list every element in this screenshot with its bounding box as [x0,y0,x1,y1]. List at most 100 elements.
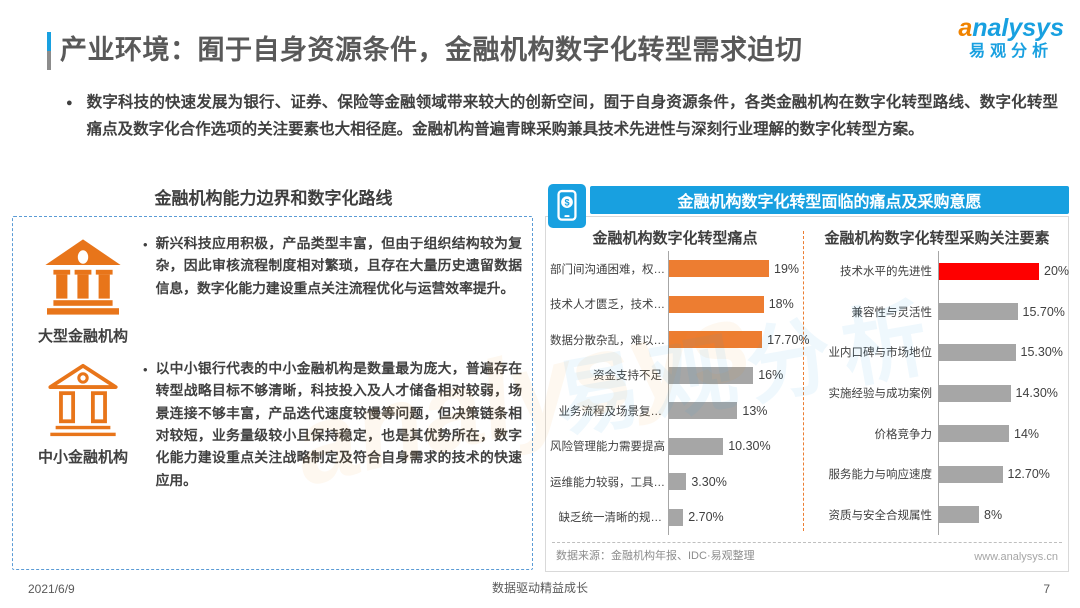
bar-label: 兼容性与灵活性 [851,306,933,319]
bar-value: 16% [758,368,784,383]
org-icon-block: 中小金融机构 [25,358,141,492]
bar-label: 业务流程及场景复… [558,405,663,418]
footer-slogan: 数据驱动精益成长 [491,581,588,595]
bar [939,262,1039,280]
bank-filled-icon [43,239,123,321]
bank-outline-icon [45,363,121,442]
charts-panel: 金融机构数字化转型痛点 部门间沟通困难，权… 19% 技术人才匮乏，技术… 18% 数据… [545,216,1069,572]
org-description: • 以中小银行代表的中小金融机构是数量最为庞大，普遍存在转型战略目标不够清晰，科… [141,358,522,492]
org-label: 大型金融机构 [37,328,128,345]
bar-label: 资金支持不足 [593,370,662,383]
chart-row: 缺乏统一清晰的规… 2.70% [550,499,800,535]
bar [939,425,1009,443]
bar-plot: 8% [938,494,1064,536]
org-description: • 新兴科技应用积极，产品类型丰富，但由于组织结构较为复杂，因此审核流程制度相对… [141,233,522,346]
bar-value: 13% [742,403,768,418]
footer-page-number: 7 [1043,582,1050,596]
bar-plot: 13% [668,393,800,429]
bar-label: 资质与安全合规属性 [828,509,933,522]
bar [939,343,1016,361]
bar [939,506,979,524]
page-title: 产业环境：囿于自身资源条件，金融机构数字化转型需求迫切 [60,35,803,65]
list-bullet-icon: • [143,362,148,377]
bar-value: 17.70% [767,332,810,347]
bar-value: 2.70% [688,510,724,525]
bar-plot: 20% [938,251,1069,292]
bar [669,260,769,278]
org-description-text: 以中小银行代表的中小金融机构是数量最为庞大，普遍存在转型战略目标不够清晰，科技投… [155,361,522,488]
chart-row: 价格竞争力 14% [810,413,1064,454]
bar-plot: 16% [668,357,800,393]
org-description-text: 新兴科技应用积极，产品类型丰富，但由于组织结构较为复杂，因此审核流程制度相对繁琐… [155,236,522,296]
chart-row: 技术水平的先进性 20% [810,251,1069,292]
bar [939,303,1018,321]
bar-value: 18% [768,297,794,312]
analysys-logo: analysys 易观分析 [958,14,1064,61]
bar-plot: 12.70% [938,453,1064,495]
bar-label: 运维能力较弱，工具… [550,476,665,489]
chart-row: 部门间沟通困难，权… 19% [550,251,800,287]
bar-value: 15.70% [1022,304,1065,319]
bar-plot: 14% [938,413,1064,454]
analysys-logo-wordmark: analysys [958,14,1064,43]
bar [669,295,764,313]
intro-paragraph: ● 数字科技的快速发展为银行、证券、保险等金融领域带来较大的创新空间，囿于自身资… [66,90,1058,143]
list-bullet-icon: • [143,237,148,252]
right-section-header: 金融机构数字化转型面临的痛点及采购意愿 [590,186,1069,214]
logo-swirl-a: a [958,14,973,42]
bar [669,366,754,384]
chart-row: 资质与安全合规属性 8% [810,494,1064,536]
purchase-factors-chart: 金融机构数字化转型采购关注要素 技术水平的先进性 20% 兼容性与灵活性 15.70%… [810,227,1069,536]
org-label: 中小金融机构 [37,449,128,466]
bar [669,331,763,349]
bar-value: 14.30% [1015,386,1058,401]
website-link[interactable]: www.analysys.cn [974,551,1058,563]
bar-value: 20% [1044,264,1070,279]
data-source-note: 数据来源：金融机构年报、IDC·易观整理 [556,550,755,562]
bar-label: 业内口碑与市场地位 [828,347,933,360]
title-accent-gray [47,51,51,70]
chart-row: 运维能力较弱，工具… 3.30% [550,464,800,500]
bar-plot: 19% [668,251,800,287]
bar-value: 15.30% [1020,345,1063,360]
org-row-large-institutions: 大型金融机构 • 新兴科技应用积极，产品类型丰富，但由于组织结构较为复杂，因此审… [25,233,522,346]
bar-value: 14% [1014,426,1040,441]
bar [669,508,684,526]
bar-label: 价格竞争力 [874,428,933,441]
bar-plot: 15.70% [938,291,1065,333]
chart-title: 金融机构数字化转型痛点 [592,230,758,247]
bar [939,384,1011,402]
bar [669,437,724,455]
bar-value: 8% [984,507,1003,522]
chart-row: 技术人才匮乏，技术… 18% [550,286,800,322]
chart-row: 兼容性与灵活性 15.70% [810,291,1065,333]
analysys-logo-chinese: 易观分析 [969,42,1054,60]
pain-points-chart: 金融机构数字化转型痛点 部门间沟通困难，权… 19% 技术人才匮乏，技术… 18% 数据… [550,227,810,535]
org-icon-block: 大型金融机构 [25,233,141,346]
chart-row: 风险管理能力需要提高 10.30% [550,428,800,464]
footer-date: 2021/6/9 [28,582,75,596]
bar [939,465,1003,483]
bar-value: 19% [774,261,800,276]
left-section-title: 金融机构能力边界和数字化路线 [154,189,393,208]
chart-row: 资金支持不足 16% [550,357,800,393]
bar-plot: 15.30% [938,332,1064,373]
bar-value: 3.30% [691,474,727,489]
chart-row: 数据分散杂乱，难以… 17.70% [550,322,810,358]
bar-plot: 3.30% [668,464,800,500]
org-row-small-institutions: 中小金融机构 • 以中小银行代表的中小金融机构是数量最为庞大，普遍存在转型战略目… [25,358,522,492]
bar-plot: 18% [668,286,800,322]
bar-label: 技术水平的先进性 [840,266,932,279]
svg-text:$: $ [564,197,569,207]
bar-value: 12.70% [1007,467,1050,482]
bar-label: 实施经验与成功案例 [828,388,933,401]
bar-label: 缺乏统一清晰的规… [558,512,663,525]
mobile-payment-icon: $ [548,184,586,228]
bar-plot: 10.30% [668,428,800,464]
bar-label: 部门间沟通困难，权… [550,263,665,276]
bar [669,402,738,420]
intro-text: 数字科技的快速发展为银行、证券、保险等金融领域带来较大的创新空间，囿于自身资源条… [86,94,1058,138]
capability-panel: 大型金融机构 • 新兴科技应用积极，产品类型丰富，但由于组织结构较为复杂，因此审… [12,216,533,570]
bar-label: 风险管理能力需要提高 [550,441,665,454]
title-accent-blue [47,32,51,51]
